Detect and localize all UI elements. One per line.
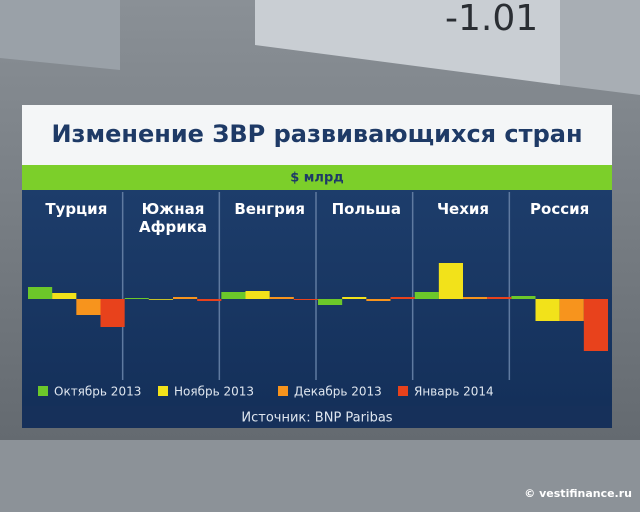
- bar: [559, 299, 584, 321]
- category-label: Чехия: [436, 200, 490, 218]
- legend-swatch: [398, 386, 408, 396]
- bar: [438, 263, 463, 299]
- legend-label: Декабрь 2013: [294, 385, 382, 399]
- legend-label: Октябрь 2013: [54, 385, 141, 399]
- bar: [245, 291, 270, 299]
- category-label: Россия: [530, 200, 590, 218]
- legend-swatch: [38, 386, 48, 396]
- chart-title: Изменение ЗВР развивающихся стран: [51, 120, 582, 148]
- legend-label: Ноябрь 2013: [174, 385, 254, 399]
- screen-text: -1.01: [445, 0, 538, 39]
- bar: [414, 292, 439, 299]
- source-band: [22, 406, 612, 428]
- floor: [0, 440, 640, 512]
- title-box: [22, 105, 612, 165]
- bar: [197, 299, 222, 301]
- bar: [148, 299, 173, 300]
- source: Источник: BNP Paribas: [241, 411, 392, 426]
- subtitle: $ млрд: [290, 171, 344, 186]
- bar: [535, 299, 560, 321]
- category-label: Турция: [45, 200, 108, 218]
- bar: [390, 297, 415, 299]
- legend-label: Январь 2014: [414, 385, 494, 399]
- category-label: Венгрия: [234, 200, 305, 218]
- bar: [511, 296, 536, 299]
- bar: [52, 293, 77, 299]
- bar: [342, 297, 367, 299]
- bar: [366, 299, 391, 301]
- bar: [487, 297, 512, 299]
- subtitle-band: [22, 165, 612, 190]
- bar: [124, 298, 149, 299]
- bar: [318, 299, 343, 305]
- category-label: Польша: [331, 200, 402, 218]
- bar: [173, 297, 198, 299]
- bar: [269, 297, 294, 299]
- bar: [100, 299, 125, 327]
- legend-swatch: [278, 386, 288, 396]
- bar: [221, 292, 246, 299]
- bar: [463, 297, 488, 299]
- legend-swatch: [158, 386, 168, 396]
- studio-panel: [0, 0, 120, 70]
- studio-screen: [255, 0, 560, 85]
- bar: [293, 299, 318, 300]
- bar: [76, 299, 101, 315]
- bar: [28, 287, 53, 299]
- category-label: Южная Африка: [138, 200, 208, 236]
- studio-panel: [560, 0, 640, 95]
- bar: [583, 299, 608, 351]
- watermark: © vestifinance.ru: [524, 487, 632, 500]
